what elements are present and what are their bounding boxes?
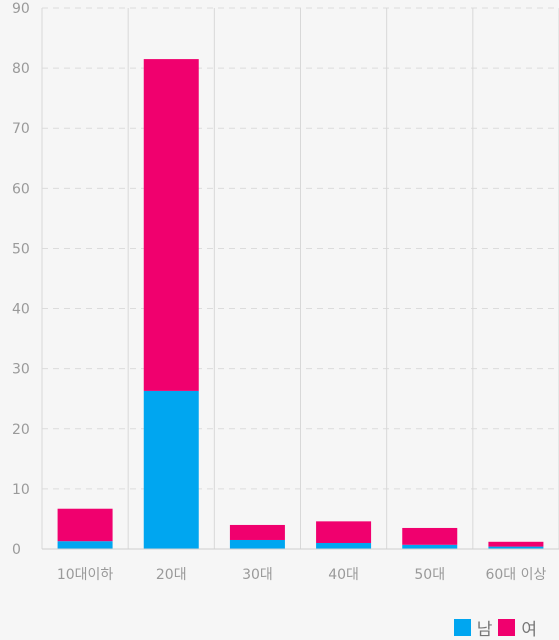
bar-female-0[interactable] [57, 508, 113, 542]
x-tick-label-2: 30대 [242, 567, 273, 583]
legend-item-female[interactable]: 여 [498, 615, 537, 640]
bar-male-3[interactable] [316, 542, 372, 549]
legend-label-male: 남 [476, 620, 493, 640]
y-tick-label-90: 90 [12, 1, 30, 17]
bar-male-5[interactable] [488, 546, 544, 549]
x-tick-label-0: 10대이하 [57, 567, 114, 583]
axis-layer: 0 10 20 30 40 50 60 70 80 90 10대이하 20대 30대 40대 50대 60대 … [12, 1, 559, 583]
y-tick-label-30: 30 [12, 362, 30, 378]
grid-layer [41, 7, 559, 549]
bar-female-2[interactable] [229, 524, 285, 540]
bar-female-1[interactable] [143, 59, 199, 391]
bar-layer [57, 59, 544, 549]
legend-item-male[interactable]: 남 [453, 615, 493, 640]
stacked-bar-chart: 0 10 20 30 40 50 60 70 80 90 10대이하 20대 30대 40대 50대 60대 … [12, 1, 559, 583]
bar-male-2[interactable] [229, 539, 285, 549]
x-tick-label-4: 50대 [414, 567, 445, 583]
x-tick-label-1: 20대 [156, 567, 187, 583]
y-tick-label-40: 40 [12, 302, 30, 318]
bar-female-3[interactable] [316, 521, 372, 543]
legend-label-female: 여 [521, 620, 537, 640]
bar-male-1[interactable] [143, 390, 199, 549]
legend-swatch-male [453, 619, 471, 636]
x-tick-label-3: 40대 [328, 567, 359, 583]
x-tick-label-5: 60대 이상 [485, 567, 546, 583]
y-tick-label-80: 80 [12, 61, 30, 77]
y-tick-label-0: 0 [12, 542, 21, 558]
bar-male-4[interactable] [402, 544, 458, 549]
legend: 남 여 [453, 615, 537, 640]
legend-swatch-female [498, 619, 516, 636]
y-tick-label-50: 50 [12, 241, 30, 257]
y-tick-label-70: 70 [12, 121, 30, 137]
bar-female-4[interactable] [402, 527, 458, 545]
y-tick-label-20: 20 [12, 422, 30, 438]
y-tick-label-10: 10 [12, 482, 30, 498]
bar-female-5[interactable] [488, 541, 544, 547]
y-tick-label-60: 60 [12, 181, 30, 197]
bar-male-0[interactable] [57, 541, 113, 549]
